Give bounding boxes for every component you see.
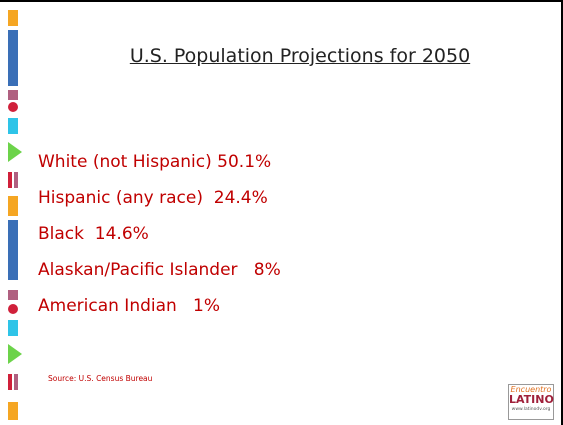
item: Alaskan/Pacific Islander 8% — [38, 260, 281, 280]
item: American Indian 1% — [38, 296, 220, 316]
decorative-strip — [8, 10, 22, 420]
logo-name: LATINO — [509, 393, 554, 406]
item: White (not Hispanic) 50.1% — [38, 152, 272, 172]
logo-url: www.latinodv.org — [511, 407, 551, 412]
slide-title: U.S. Population Projections for 2050 — [129, 45, 471, 67]
item: Black 14.6% — [38, 224, 149, 244]
item: Hispanic (any race) 24.4% — [38, 188, 268, 208]
logo-top: Encuentro — [510, 385, 552, 394]
logo: Encuentro LATINO www.latinodv.org — [508, 384, 554, 420]
item-list: White (not Hispanic) 50.1% Hispanic (any … — [38, 148, 281, 328]
source: Source: U.S. Census Bureau — [48, 374, 153, 383]
